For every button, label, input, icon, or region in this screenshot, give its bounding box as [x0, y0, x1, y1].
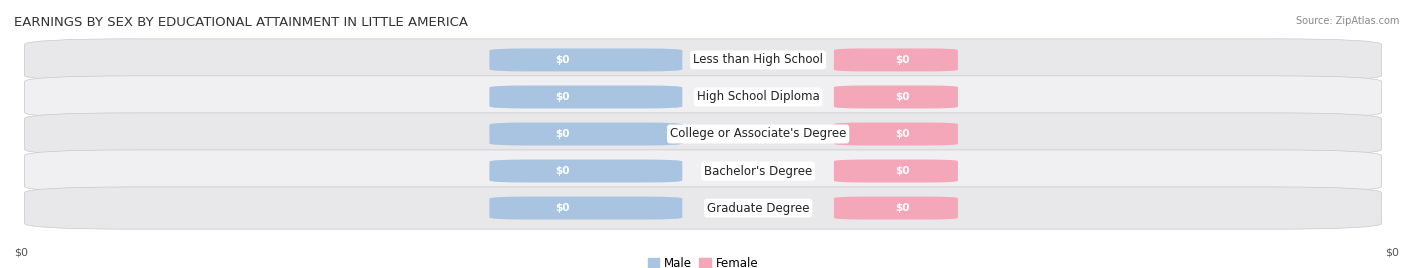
- FancyBboxPatch shape: [24, 76, 1382, 118]
- Text: $0: $0: [555, 92, 569, 102]
- FancyBboxPatch shape: [489, 49, 682, 71]
- Text: College or Associate's Degree: College or Associate's Degree: [669, 128, 846, 140]
- Text: $0: $0: [555, 166, 569, 176]
- Text: Bachelor's Degree: Bachelor's Degree: [704, 165, 813, 177]
- Text: Graduate Degree: Graduate Degree: [707, 202, 810, 215]
- Text: $0: $0: [555, 129, 569, 139]
- FancyBboxPatch shape: [489, 122, 682, 146]
- FancyBboxPatch shape: [24, 187, 1382, 229]
- Text: $0: $0: [555, 55, 569, 65]
- Text: $0: $0: [14, 247, 28, 257]
- FancyBboxPatch shape: [489, 159, 682, 183]
- Legend: Male, Female: Male, Female: [643, 252, 763, 268]
- Text: Less than High School: Less than High School: [693, 53, 823, 66]
- Text: $0: $0: [894, 129, 910, 139]
- FancyBboxPatch shape: [834, 122, 957, 146]
- Text: $0: $0: [894, 55, 910, 65]
- Text: $0: $0: [1385, 247, 1399, 257]
- FancyBboxPatch shape: [834, 197, 957, 219]
- FancyBboxPatch shape: [24, 113, 1382, 155]
- FancyBboxPatch shape: [489, 197, 682, 219]
- Text: $0: $0: [894, 92, 910, 102]
- FancyBboxPatch shape: [24, 39, 1382, 81]
- Text: $0: $0: [894, 166, 910, 176]
- Text: EARNINGS BY SEX BY EDUCATIONAL ATTAINMENT IN LITTLE AMERICA: EARNINGS BY SEX BY EDUCATIONAL ATTAINMEN…: [14, 16, 468, 29]
- FancyBboxPatch shape: [834, 49, 957, 71]
- FancyBboxPatch shape: [834, 159, 957, 183]
- FancyBboxPatch shape: [489, 85, 682, 109]
- FancyBboxPatch shape: [24, 150, 1382, 192]
- Text: $0: $0: [555, 203, 569, 213]
- Text: Source: ZipAtlas.com: Source: ZipAtlas.com: [1295, 16, 1399, 26]
- FancyBboxPatch shape: [834, 85, 957, 109]
- Text: $0: $0: [894, 203, 910, 213]
- Text: High School Diploma: High School Diploma: [697, 91, 820, 103]
